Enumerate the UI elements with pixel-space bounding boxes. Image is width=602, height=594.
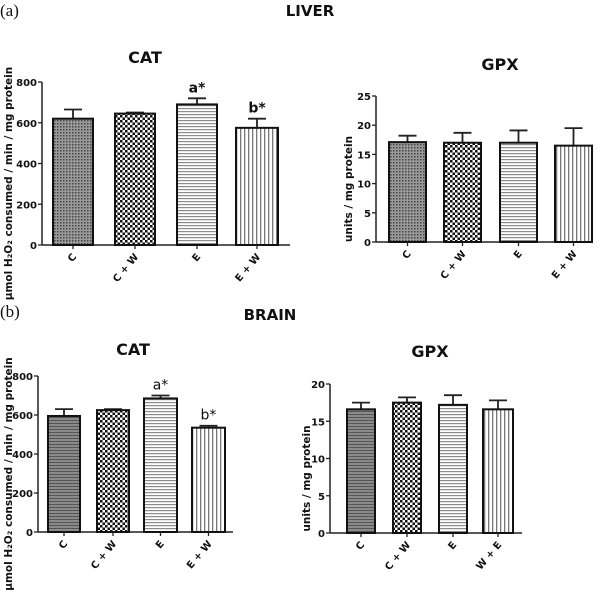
- y-tick-label: 600: [16, 119, 37, 130]
- x-tick-label: C: [401, 249, 414, 262]
- y-tick-label: 0: [364, 238, 371, 249]
- bar-c: [47, 414, 81, 534]
- section-title-brain: BRAIN: [244, 306, 297, 324]
- bar-c: [388, 141, 427, 243]
- x-tick-label: E: [512, 249, 525, 261]
- chart-brain-cat: CAT μmol H₂O₂ consumed / min / mg protein…: [3, 340, 233, 591]
- y-tick-label: 5: [318, 492, 325, 503]
- bar-ew: [235, 126, 279, 246]
- x-tick-label: E + W: [185, 539, 215, 572]
- y-axis-label: μmol H₂O₂ consumed / min / mg protein: [3, 67, 15, 300]
- y-tick-label: 800: [16, 78, 37, 89]
- chart-title: GPX: [481, 55, 519, 74]
- chart-liver-cat: CAT μmol H₂O₂ consumed / min / mg protein…: [3, 48, 290, 300]
- chart-title: GPX: [411, 342, 449, 361]
- bar-c: [346, 408, 376, 534]
- significance-label: b*: [248, 101, 266, 117]
- bar-we: [482, 408, 514, 534]
- y-tick-label: 0: [26, 528, 33, 539]
- y-tick-label: 15: [357, 150, 371, 161]
- x-tick-label: C: [354, 540, 367, 553]
- y-tick-label: 400: [16, 160, 37, 171]
- x-tick-label: C: [66, 252, 79, 265]
- x-tick-label: E + W: [550, 249, 580, 282]
- bar-e: [438, 403, 468, 534]
- y-tick-label: 400: [12, 450, 33, 461]
- bar-cw: [392, 401, 422, 534]
- bar-c: [52, 117, 94, 246]
- significance-label: a*: [189, 80, 206, 96]
- y-tick-label: 10: [357, 180, 371, 191]
- x-tick-label: C + W: [383, 540, 413, 573]
- significance-label: a*: [153, 378, 169, 394]
- y-tick-label: 15: [311, 417, 325, 428]
- panel-a-tag: (a): [0, 1, 19, 20]
- chart-title: CAT: [128, 48, 162, 67]
- y-tick-label: 20: [357, 121, 371, 132]
- chart-liver-gpx: GPX units / mg protein 0 5 10 15 20 25 C C + W E E …: [343, 55, 593, 282]
- bar-e: [499, 141, 538, 243]
- panel-b-tag: (b): [0, 302, 20, 321]
- y-tick-label: 200: [16, 200, 37, 211]
- chart-brain-gpx: GPX units / mg protein 0 5 10 15 20 C C + W E W + …: [301, 342, 522, 573]
- x-tick-label: E: [154, 539, 167, 551]
- bar-ew: [554, 144, 593, 243]
- x-tick-label: C: [57, 539, 70, 552]
- x-tick-label: E: [190, 252, 203, 264]
- y-tick-label: 25: [357, 92, 371, 103]
- bar-ew: [191, 426, 226, 533]
- y-tick-label: 5: [364, 209, 371, 220]
- y-tick-label: 600: [12, 411, 33, 422]
- y-tick-label: 0: [30, 241, 37, 252]
- y-tick-label: 200: [12, 489, 33, 500]
- y-axis-label: units / mg protein: [301, 425, 313, 531]
- bar-cw: [96, 409, 130, 533]
- significance-label: b*: [201, 408, 217, 424]
- y-tick-label: 800: [12, 372, 33, 383]
- chart-title: CAT: [116, 340, 150, 359]
- x-tick-label: C + W: [89, 539, 119, 572]
- x-tick-label: E + W: [234, 252, 264, 285]
- bar-e: [176, 103, 218, 246]
- y-tick-label: 20: [311, 380, 325, 391]
- x-tick-label: C + W: [111, 252, 141, 285]
- y-axis-label: μmol H₂O₂ consumed / min / mg protein: [3, 357, 15, 590]
- x-tick-label: C + W: [439, 249, 469, 282]
- y-axis-label: units / mg protein: [343, 136, 355, 242]
- y-tick-label: 10: [311, 455, 325, 466]
- y-tick-label: 0: [318, 529, 325, 540]
- x-tick-label: W + E: [475, 540, 505, 573]
- section-title-liver: LIVER: [286, 2, 335, 20]
- bar-cw: [443, 141, 482, 243]
- bar-e: [143, 397, 178, 533]
- bar-cw: [114, 112, 156, 246]
- x-tick-label: E: [446, 540, 459, 552]
